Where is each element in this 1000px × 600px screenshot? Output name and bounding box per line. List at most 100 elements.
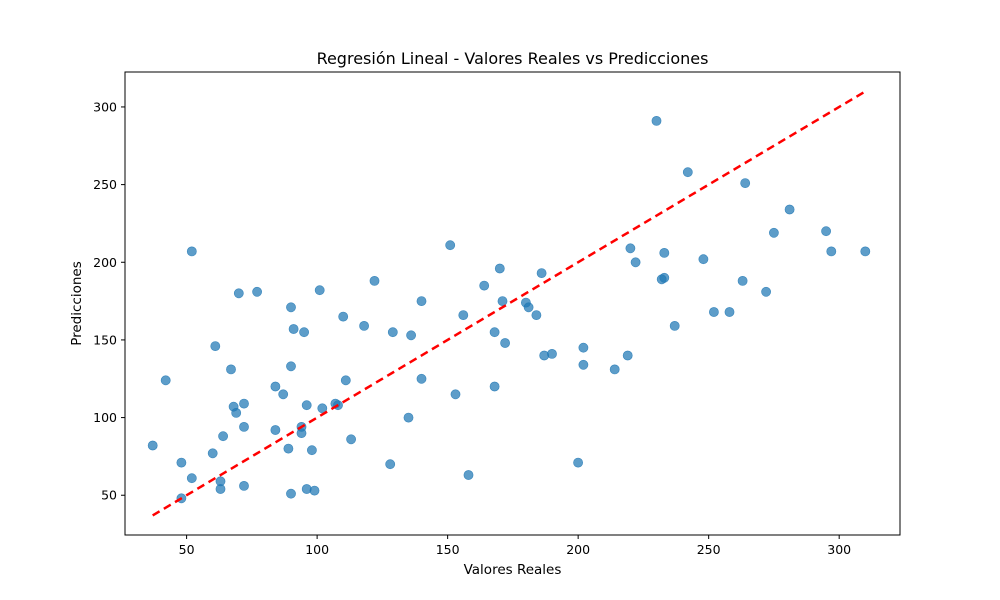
- data-point: [218, 431, 228, 442]
- data-point: [299, 327, 309, 338]
- data-point: [239, 421, 249, 432]
- data-point: [669, 320, 680, 331]
- data-point: [497, 296, 508, 306]
- x-tick-label: 300: [827, 542, 851, 557]
- data-point: [186, 473, 197, 484]
- x-axis-label: Valores Reales: [464, 562, 562, 578]
- data-point: [215, 484, 226, 494]
- data-point: [210, 341, 221, 351]
- data-point: [578, 359, 589, 370]
- ticks-layer: 50 100 150 200 250 300 50 100 150 200 250 300: [93, 99, 851, 557]
- x-tick-label: 150: [436, 542, 460, 557]
- data-point: [463, 470, 474, 480]
- data-point: [314, 285, 325, 296]
- y-tick-label: 300: [93, 99, 117, 114]
- chart-title: Regresión Lineal - Valores Reales vs Pre…: [317, 49, 709, 68]
- data-point: [450, 389, 461, 400]
- data-point: [286, 488, 296, 499]
- data-point: [740, 178, 751, 188]
- line-layer: [152, 90, 866, 517]
- data-point: [651, 116, 662, 126]
- data-point: [207, 448, 218, 459]
- data-point: [578, 342, 589, 353]
- y-tick-label: 100: [93, 410, 117, 425]
- x-tick-label: 50: [179, 542, 195, 557]
- x-tick-label: 100: [305, 542, 329, 557]
- data-point: [500, 338, 510, 348]
- y-tick-label: 200: [93, 255, 117, 270]
- data-point: [147, 440, 158, 451]
- y-axis-label: Predicciones: [69, 261, 85, 346]
- data-point: [737, 275, 748, 286]
- data-point: [286, 361, 296, 372]
- y-tick-label: 150: [93, 332, 117, 347]
- data-point: [494, 263, 505, 274]
- data-point: [659, 272, 670, 283]
- x-tick-label: 250: [697, 542, 721, 557]
- data-point: [387, 327, 398, 338]
- data-point: [622, 350, 633, 361]
- data-point: [784, 204, 795, 215]
- data-point: [176, 457, 187, 468]
- data-point: [531, 310, 542, 320]
- data-point: [769, 227, 779, 238]
- data-point: [309, 485, 320, 496]
- data-point: [416, 296, 427, 306]
- data-point: [630, 257, 641, 268]
- x-tick-label: 200: [566, 542, 590, 557]
- data-point: [359, 320, 369, 331]
- data-point: [523, 302, 534, 313]
- data-point: [860, 246, 871, 257]
- data-point: [573, 457, 583, 468]
- data-point: [445, 240, 456, 251]
- data-point: [340, 375, 351, 386]
- data-point: [385, 459, 396, 470]
- data-point: [278, 389, 289, 400]
- plot-area: [125, 72, 900, 535]
- data-point: [479, 280, 490, 291]
- data-point: [186, 246, 197, 257]
- data-point: [270, 425, 281, 435]
- data-point: [403, 412, 414, 423]
- data-point: [625, 243, 636, 254]
- data-point: [317, 403, 328, 414]
- data-point: [239, 480, 249, 491]
- data-point: [346, 434, 356, 445]
- data-point: [826, 246, 837, 257]
- plot-frame: [124, 71, 901, 536]
- data-point: [698, 254, 709, 265]
- data-point: [283, 443, 294, 454]
- data-point: [609, 364, 620, 375]
- data-point: [239, 398, 249, 409]
- data-point: [458, 310, 469, 320]
- reference-line: [152, 90, 866, 517]
- data-point: [369, 275, 380, 286]
- data-point: [416, 373, 427, 384]
- data-point: [547, 348, 557, 359]
- data-point: [724, 307, 735, 317]
- y-tick-label: 250: [93, 177, 117, 192]
- data-point: [233, 288, 244, 299]
- data-point: [160, 375, 171, 386]
- data-point: [286, 302, 296, 313]
- points-layer: [147, 116, 871, 504]
- data-point: [231, 407, 242, 418]
- data-point: [489, 327, 500, 338]
- data-point: [489, 381, 500, 392]
- data-point: [709, 307, 719, 317]
- data-point: [761, 286, 771, 297]
- data-point: [338, 311, 349, 322]
- data-point: [682, 167, 693, 178]
- data-point: [252, 286, 262, 297]
- data-point: [306, 445, 317, 456]
- data-point: [406, 330, 416, 341]
- data-point: [821, 226, 831, 237]
- data-point: [659, 247, 670, 258]
- data-point: [301, 400, 312, 411]
- y-tick-label: 50: [101, 488, 117, 503]
- data-point: [536, 268, 547, 278]
- data-point: [288, 324, 299, 334]
- data-point: [296, 428, 307, 438]
